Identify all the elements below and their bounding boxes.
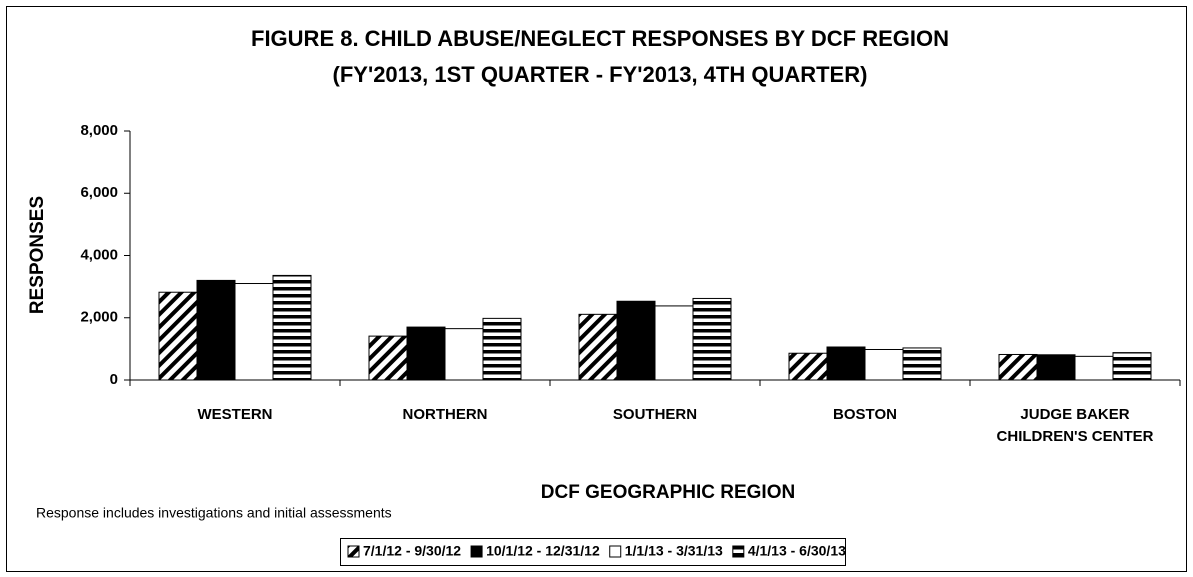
legend-label: 10/1/12 - 12/31/12 [486,543,600,559]
x-axis-title: DCF GEOGRAPHIC REGION [541,482,795,503]
bar [826,346,866,381]
bar [788,352,828,381]
bar [1112,352,1152,381]
x-tick-label: BOSTON [833,406,897,423]
bar [692,297,732,381]
bar [864,348,904,381]
bar [406,326,446,381]
bar [1036,354,1076,381]
y-tick-label: 8,000 [80,122,118,139]
bar [234,283,274,381]
legend-swatch [470,545,483,558]
bar [444,328,484,381]
x-tick-label: WESTERN [197,406,273,423]
bar [998,353,1038,381]
frame [6,6,1187,572]
y-tick-label: 6,000 [80,184,118,201]
bar [482,317,522,381]
bar [272,274,312,381]
bar [616,300,656,381]
bar [368,335,408,381]
bar [902,347,942,381]
bar [196,279,236,381]
y-axis-title: RESPONSES [27,196,48,314]
legend-swatch [609,545,622,558]
chart-title: FIGURE 8. CHILD ABUSE/NEGLECT RESPONSES … [251,26,949,51]
bar [578,313,618,381]
bar [158,291,198,381]
x-tick-label: JUDGE BAKER CHILDREN'S CENTER [996,406,1154,445]
legend-label: 4/1/13 - 6/30/13 [748,543,846,559]
chart-subtitle: (FY'2013, 1ST QUARTER - FY'2013, 4TH QUA… [333,62,868,87]
y-tick-label: 4,000 [80,246,118,263]
bar [1074,355,1114,381]
bar [654,305,694,381]
legend-label: 7/1/12 - 9/30/12 [363,543,461,559]
legend-label: 1/1/13 - 3/31/13 [625,543,723,559]
y-tick-label: 2,000 [80,309,118,326]
legend-swatch [732,545,745,558]
annotation: Response includes investigations and ini… [36,505,392,521]
x-tick-label: NORTHERN [402,406,488,423]
legend-box [340,538,846,566]
x-tick-label: SOUTHERN [612,406,698,423]
legend-swatch [347,545,360,558]
y-tick-label: 0 [110,371,118,388]
